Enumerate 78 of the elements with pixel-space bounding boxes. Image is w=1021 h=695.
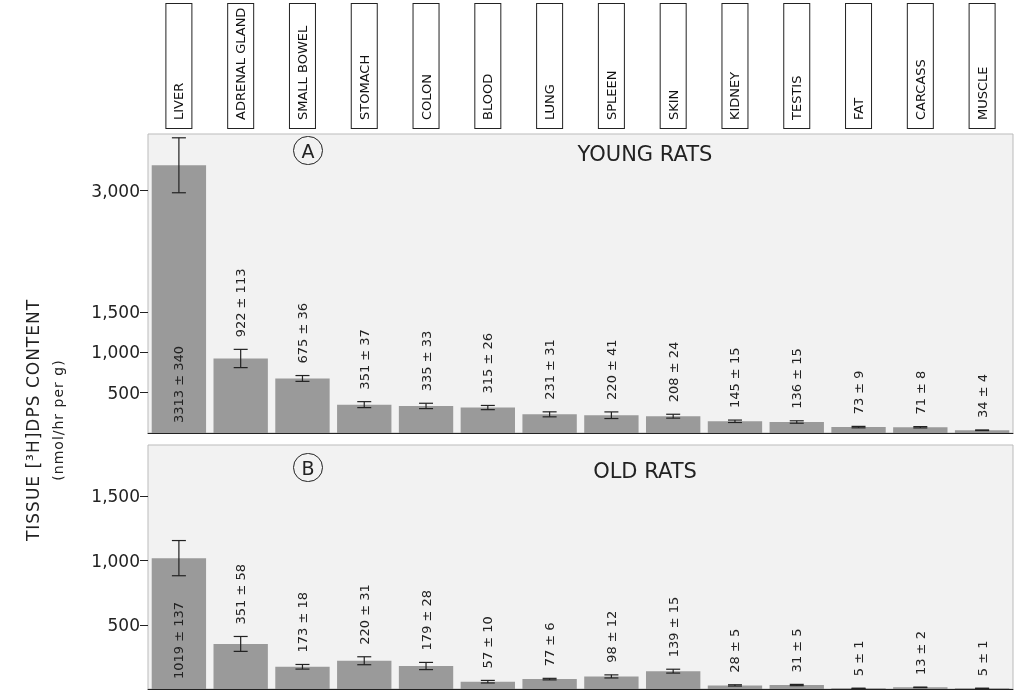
- y-tick-label: 1,000: [91, 342, 140, 363]
- x-tick-label: SKIN: [665, 89, 681, 120]
- data-label: 13 ± 2: [912, 631, 928, 676]
- data-label: 1019 ± 137: [171, 601, 187, 679]
- bar: [275, 378, 330, 433]
- x-tick-label: ADRENAL GLAND: [233, 7, 249, 120]
- x-tick-label: STOMACH: [356, 54, 372, 120]
- data-label: 73 ± 9: [851, 370, 867, 415]
- data-label: 231 ± 31: [542, 339, 558, 400]
- y-tick-label: 1,000: [91, 550, 140, 571]
- data-label: 315 ± 26: [480, 332, 496, 394]
- y-tick-label: 1,500: [91, 486, 140, 507]
- data-label: 208 ± 24: [665, 341, 681, 403]
- data-label: 351 ± 37: [356, 329, 372, 390]
- bar: [275, 666, 330, 689]
- bar: [769, 422, 824, 433]
- bar: [337, 404, 392, 433]
- bar: [213, 358, 268, 433]
- data-label: 922 ± 113: [233, 268, 249, 338]
- data-label: 98 ± 12: [603, 610, 619, 663]
- chart-title: YOUNG RATS: [576, 141, 713, 166]
- bar: [460, 407, 516, 433]
- bar: [398, 405, 454, 433]
- x-tick-label: MUSCLE: [974, 66, 990, 120]
- bar: [213, 643, 268, 689]
- bar: [645, 671, 701, 689]
- bar: [522, 679, 577, 689]
- bar: [151, 558, 207, 689]
- data-label: 220 ± 41: [603, 339, 619, 400]
- bar: [831, 427, 886, 433]
- data-label: 5 ± 1: [974, 640, 990, 677]
- x-tick-label: COLON: [418, 73, 434, 120]
- y-tick-label: 500: [107, 614, 140, 635]
- data-label: 57 ± 10: [480, 616, 496, 669]
- y-tick-label: 3,000: [91, 180, 140, 201]
- y-axis-title: TISSUE [³H]DPS CONTENT (nmol/hr per g): [21, 298, 67, 542]
- data-label: 28 ± 5: [727, 628, 743, 673]
- data-label: 351 ± 58: [233, 563, 249, 625]
- bar: [954, 430, 1010, 433]
- text: OLD RATS: [593, 458, 697, 483]
- annotation: B: [301, 456, 315, 479]
- x-tick-label: CARCASS: [912, 59, 928, 120]
- bar: [460, 681, 516, 689]
- y-tick-label: 500: [107, 382, 140, 403]
- data-label: 675 ± 36: [294, 303, 310, 364]
- data-label: 136 ± 15: [789, 348, 805, 409]
- x-tick-label: LIVER: [171, 82, 187, 120]
- bar: [398, 666, 454, 689]
- bar: [707, 421, 763, 433]
- x-tick-label: FAT: [851, 97, 867, 120]
- data-label: 34 ± 4: [974, 373, 990, 418]
- data-label: 179 ± 28: [418, 589, 434, 651]
- annotation: A: [301, 139, 315, 162]
- data-label: 3313 ± 340: [171, 345, 187, 423]
- data-label: 145 ± 15: [727, 347, 743, 409]
- x-tick-label: SMALL BOWEL: [294, 25, 310, 120]
- data-label: 335 ± 33: [418, 330, 434, 392]
- y-tick-label: 1,500: [91, 301, 140, 322]
- x-tick-label: TESTIS: [789, 75, 805, 121]
- x-tick-label: BLOOD: [480, 73, 496, 120]
- data-label: 220 ± 31: [356, 584, 372, 645]
- bar: [337, 660, 392, 689]
- x-tick-label: KIDNEY: [727, 71, 743, 120]
- bar: [522, 414, 577, 433]
- bar: [645, 416, 701, 433]
- bar: [893, 427, 948, 433]
- data-label: 77 ± 6: [542, 622, 558, 667]
- bar: [584, 415, 639, 433]
- x-tick-label: SPLEEN: [603, 70, 619, 120]
- bar: [151, 165, 207, 433]
- data-label: 139 ± 15: [665, 596, 681, 658]
- data-label: 71 ± 8: [912, 370, 928, 415]
- data-label: 31 ± 5: [789, 628, 805, 673]
- data-label: 173 ± 18: [294, 591, 310, 653]
- bar: [769, 685, 824, 689]
- data-label: 5 ± 1: [851, 640, 867, 677]
- x-tick-label: LUNG: [542, 84, 558, 120]
- bar: [584, 676, 639, 689]
